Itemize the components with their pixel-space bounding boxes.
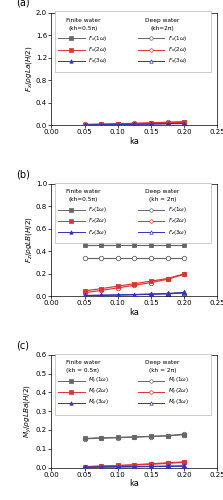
Text: Finite water: Finite water: [66, 18, 100, 23]
Text: $F_x(2\omega)$: $F_x(2\omega)$: [168, 45, 187, 54]
Text: (c): (c): [17, 340, 29, 350]
Text: (kh = 2π): (kh = 2π): [149, 197, 176, 202]
Text: (a): (a): [17, 0, 30, 8]
Text: $M_y(2\omega)$: $M_y(2\omega)$: [88, 387, 109, 397]
Y-axis label: $F_x/\rho g La(H/2)$: $F_x/\rho g La(H/2)$: [25, 46, 35, 92]
Text: $M_y(3\omega)$: $M_y(3\omega)$: [168, 398, 189, 408]
Text: $F_z(3\omega)$: $F_z(3\omega)$: [88, 228, 107, 236]
Text: $M_y(3\omega)$: $M_y(3\omega)$: [88, 398, 109, 408]
Text: Deep water: Deep water: [145, 189, 180, 194]
Text: Deep water: Deep water: [145, 18, 180, 23]
Text: $F_x(2\omega)$: $F_x(2\omega)$: [88, 45, 107, 54]
Text: $F_x(1\omega)$: $F_x(1\omega)$: [168, 34, 187, 43]
X-axis label: ka: ka: [129, 479, 139, 488]
Text: $F_x(3\omega)$: $F_x(3\omega)$: [168, 56, 187, 66]
Bar: [55, 12, 211, 72]
Text: $F_z(1\omega)$: $F_z(1\omega)$: [88, 205, 107, 214]
Text: $M_y(1\omega)$: $M_y(1\omega)$: [168, 376, 189, 386]
Text: (b): (b): [17, 169, 30, 179]
Text: (kh=0.5π): (kh=0.5π): [68, 26, 97, 31]
Text: $F_z(2\omega)$: $F_z(2\omega)$: [88, 216, 107, 226]
Text: $F_z(3\omega)$: $F_z(3\omega)$: [168, 228, 187, 236]
Text: (kh = 2π): (kh = 2π): [149, 368, 176, 373]
Text: $F_z(1\omega)$: $F_z(1\omega)$: [168, 205, 187, 214]
Text: $F_z(2\omega)$: $F_z(2\omega)$: [168, 216, 187, 226]
Text: $F_x(1\omega)$: $F_x(1\omega)$: [88, 34, 107, 43]
Bar: [55, 182, 211, 244]
Text: Finite water: Finite water: [66, 360, 100, 366]
Text: $M_y(1\omega)$: $M_y(1\omega)$: [88, 376, 109, 386]
Y-axis label: $M_y/\rho g LBa(H/2)$: $M_y/\rho g LBa(H/2)$: [23, 384, 35, 438]
Text: (kh=2π): (kh=2π): [151, 26, 174, 31]
X-axis label: ka: ka: [129, 136, 139, 145]
Text: $F_x(3\omega)$: $F_x(3\omega)$: [88, 56, 107, 66]
Text: Finite water: Finite water: [66, 189, 100, 194]
Text: (kh = 0.5π): (kh = 0.5π): [66, 368, 99, 373]
Text: $M_y(2\omega)$: $M_y(2\omega)$: [168, 387, 189, 397]
X-axis label: ka: ka: [129, 308, 139, 317]
Text: (kh=0.5π): (kh=0.5π): [68, 197, 97, 202]
Text: Deep water: Deep water: [145, 360, 180, 366]
Y-axis label: $F_z/\rho g LB(H/2)$: $F_z/\rho g LB(H/2)$: [25, 216, 35, 264]
